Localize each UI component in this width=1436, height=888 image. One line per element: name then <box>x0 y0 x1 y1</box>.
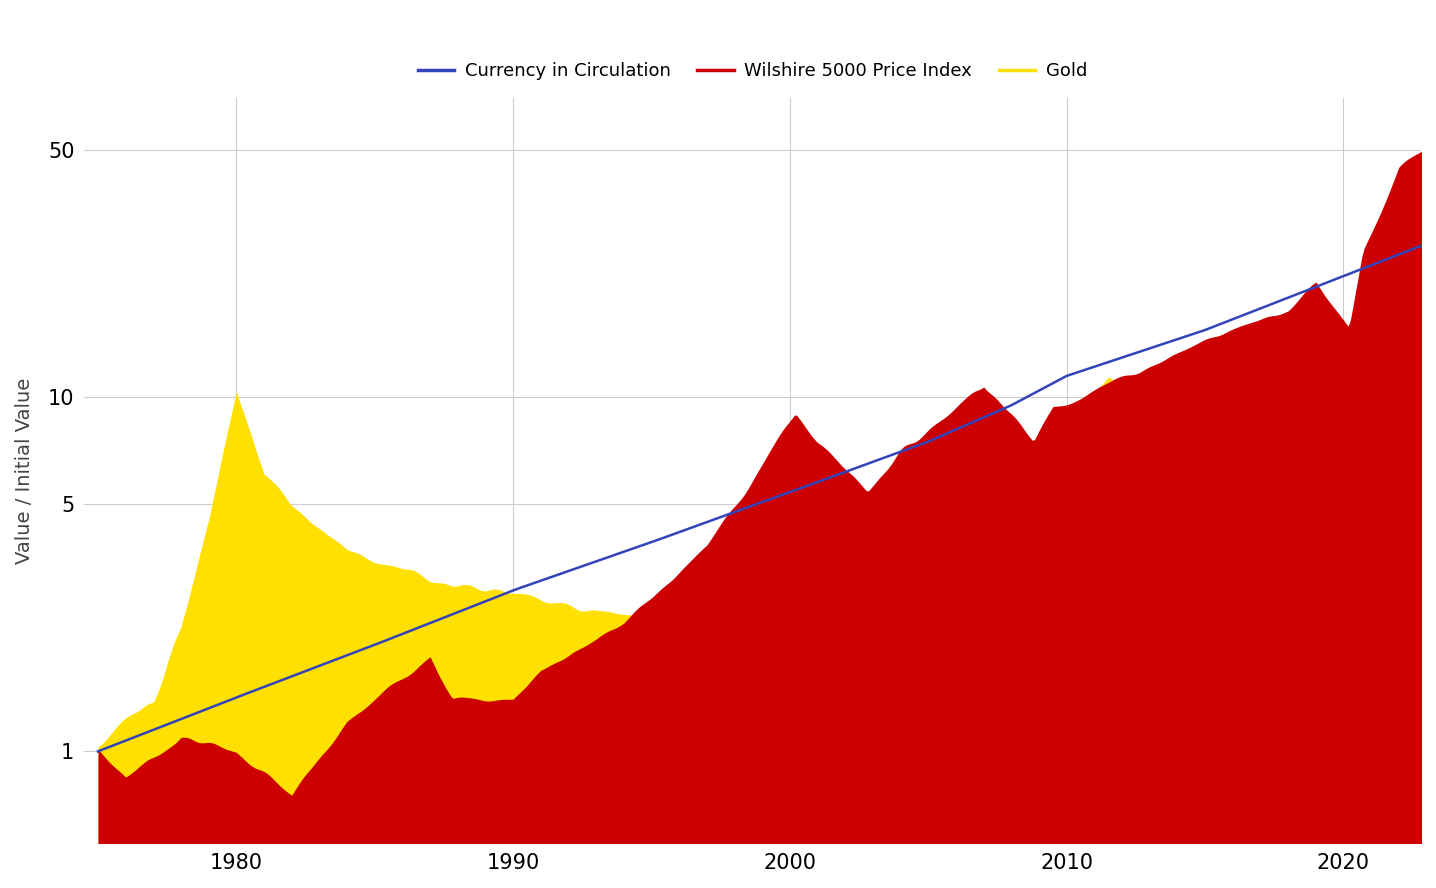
Y-axis label: Value / Initial Value: Value / Initial Value <box>14 377 34 564</box>
Legend: Currency in Circulation, Wilshire 5000 Price Index, Gold: Currency in Circulation, Wilshire 5000 P… <box>411 55 1094 88</box>
